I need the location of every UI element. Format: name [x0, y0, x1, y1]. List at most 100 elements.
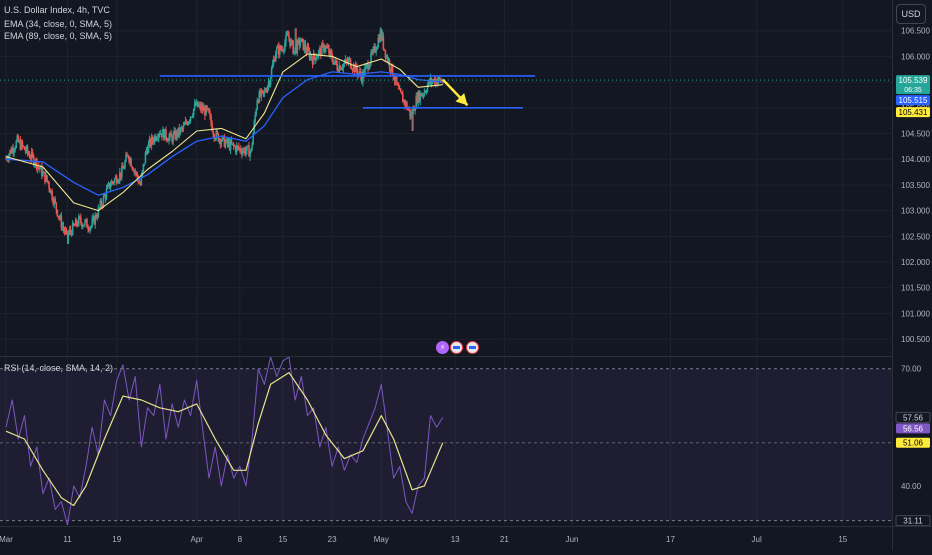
candle	[36, 165, 39, 174]
candle-body	[307, 46, 310, 51]
candle-body	[170, 132, 172, 137]
legend-ema89[interactable]: EMA (89, close, 0, SMA, 5)	[4, 31, 113, 41]
candle-body	[315, 57, 318, 61]
candle	[263, 87, 266, 98]
candle-body	[148, 139, 151, 144]
candle	[403, 99, 405, 105]
candle	[329, 49, 331, 59]
candle-body	[101, 205, 104, 207]
candle	[419, 90, 422, 106]
candle-body	[145, 148, 148, 153]
candle	[64, 226, 67, 235]
time-tick-label: 15	[838, 535, 847, 544]
candle	[381, 29, 384, 42]
candle-body	[179, 128, 182, 134]
us-flag-icon[interactable]	[450, 341, 463, 354]
candle	[23, 145, 26, 151]
candle-body	[231, 143, 234, 145]
candle	[384, 49, 387, 63]
candle	[15, 139, 18, 149]
legend-main-title[interactable]: U.S. Dollar Index, 4h, TVC	[4, 5, 110, 15]
candle	[196, 100, 199, 108]
us-flag-icon[interactable]	[466, 341, 479, 354]
candle-body	[285, 35, 287, 43]
candle-body	[23, 146, 26, 150]
candle-body	[258, 91, 261, 103]
candle-body	[382, 36, 385, 49]
currency-button[interactable]: USD	[896, 4, 926, 24]
candle	[166, 137, 168, 143]
price-tick-label: 102.000	[901, 258, 930, 267]
candle-body	[338, 65, 341, 72]
candle-body	[243, 148, 245, 151]
candle-body	[216, 130, 219, 134]
candle-body	[420, 93, 423, 97]
candle-body	[337, 70, 340, 72]
candle	[294, 28, 296, 56]
candle	[425, 89, 428, 96]
candle-body	[326, 46, 328, 48]
candle	[386, 54, 389, 64]
candle-body	[417, 91, 420, 103]
candle-body	[311, 59, 314, 65]
candle	[240, 145, 242, 155]
candle	[164, 129, 166, 140]
candle-body	[42, 171, 44, 176]
candle-body	[166, 138, 168, 141]
candle-body	[329, 50, 331, 55]
candle-body	[26, 146, 29, 153]
candle-body	[84, 220, 86, 225]
candle	[94, 212, 97, 229]
candle-body	[421, 94, 424, 97]
bolt-icon[interactable]: ⚡	[436, 341, 449, 354]
candle	[84, 218, 86, 228]
candle	[412, 105, 414, 131]
candle	[243, 147, 245, 153]
candle-body	[383, 48, 386, 50]
candle-body	[53, 198, 55, 204]
candle	[249, 150, 251, 161]
price-tick-label: 101.000	[901, 309, 930, 318]
candle	[45, 171, 47, 183]
candle	[303, 40, 306, 54]
legend-rsi[interactable]: RSI (14, close, SMA, 14, 2)	[4, 363, 114, 373]
candle	[30, 147, 33, 163]
candle	[13, 147, 16, 157]
candle	[375, 46, 377, 56]
legend-ema34[interactable]: EMA (34, close, 0, SMA, 5)	[4, 19, 113, 29]
candle-body	[69, 229, 72, 232]
candle	[207, 107, 209, 111]
candle	[72, 222, 75, 227]
candle-body	[65, 230, 68, 232]
candle	[383, 48, 386, 51]
candle	[280, 44, 282, 51]
candle	[200, 101, 202, 113]
candle-body	[302, 39, 305, 50]
candle	[139, 180, 142, 187]
candle-body	[76, 224, 79, 226]
candle	[376, 45, 379, 51]
candle-body	[352, 64, 355, 70]
candle-body	[80, 217, 82, 223]
candle	[42, 167, 44, 178]
candle	[241, 148, 243, 159]
candle	[282, 46, 284, 53]
candle-body	[324, 48, 326, 52]
candle-body	[375, 49, 377, 52]
candle-body	[351, 69, 354, 71]
candle-body	[289, 38, 291, 46]
candle	[342, 63, 345, 73]
candle-body	[260, 90, 263, 97]
candle	[126, 151, 128, 157]
candle	[50, 190, 52, 195]
candle-body	[265, 91, 268, 93]
candle	[171, 135, 173, 145]
candle	[54, 195, 57, 204]
candle-body	[425, 91, 428, 93]
candle	[100, 198, 103, 209]
candle	[237, 142, 240, 151]
candle	[199, 101, 201, 110]
candle	[291, 39, 293, 46]
